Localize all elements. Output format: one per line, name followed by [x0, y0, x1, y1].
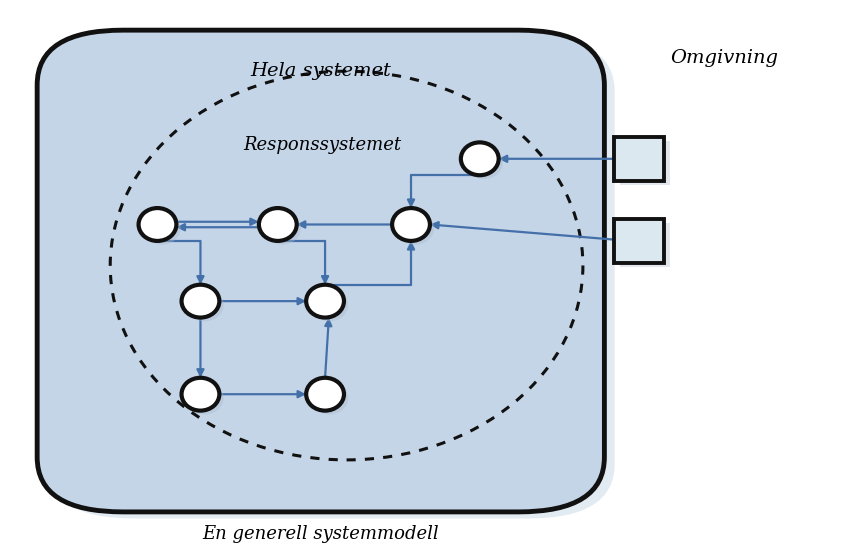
FancyBboxPatch shape: [48, 36, 615, 519]
Ellipse shape: [186, 289, 224, 321]
Ellipse shape: [182, 285, 220, 317]
Ellipse shape: [311, 289, 349, 321]
Text: Hela systemet: Hela systemet: [250, 62, 391, 80]
Ellipse shape: [143, 212, 181, 245]
Ellipse shape: [263, 212, 301, 245]
Ellipse shape: [396, 212, 434, 245]
FancyBboxPatch shape: [614, 137, 663, 181]
Ellipse shape: [138, 208, 176, 241]
Ellipse shape: [186, 382, 224, 414]
Text: Omgivning: Omgivning: [670, 49, 778, 66]
Ellipse shape: [392, 208, 430, 241]
Ellipse shape: [306, 378, 344, 411]
FancyBboxPatch shape: [620, 223, 670, 267]
Ellipse shape: [465, 146, 503, 179]
FancyBboxPatch shape: [620, 140, 670, 185]
FancyBboxPatch shape: [614, 219, 663, 263]
FancyBboxPatch shape: [37, 30, 605, 512]
Text: Responssystemet: Responssystemet: [243, 136, 401, 154]
Ellipse shape: [311, 382, 349, 414]
Ellipse shape: [182, 378, 220, 411]
Ellipse shape: [461, 142, 499, 175]
Ellipse shape: [259, 208, 297, 241]
Text: En generell systemmodell: En generell systemmodell: [202, 525, 439, 543]
Ellipse shape: [306, 285, 344, 317]
